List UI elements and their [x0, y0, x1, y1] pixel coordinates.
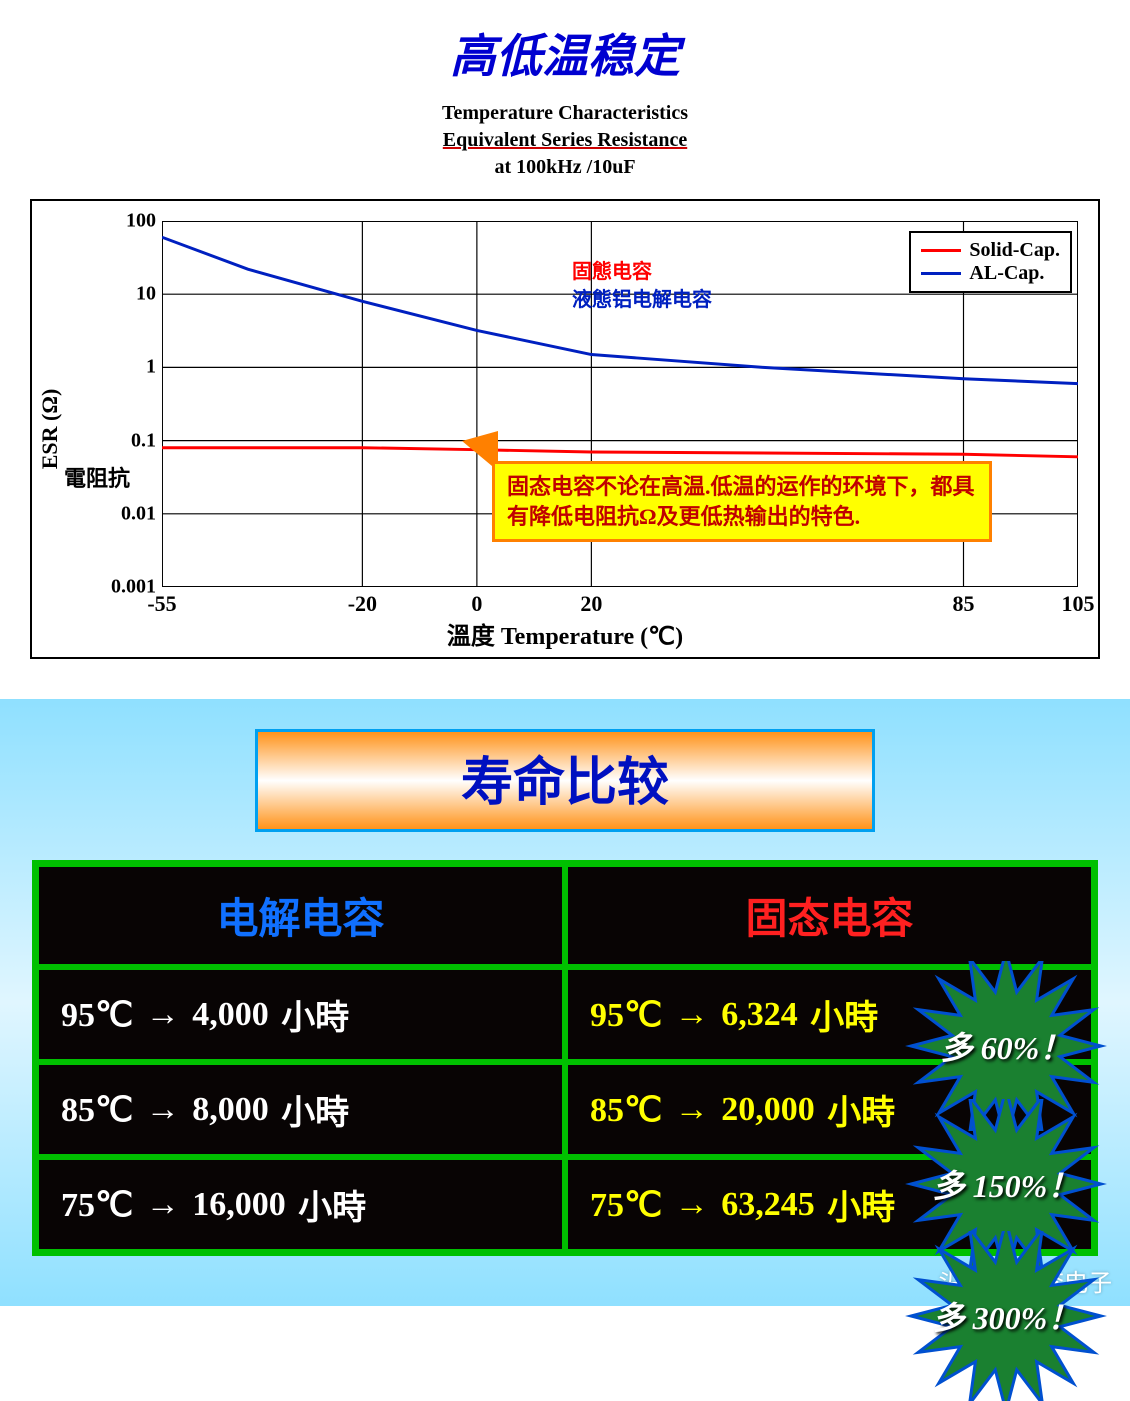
x-tick-label: 0 — [471, 587, 482, 617]
series-label-al: 液態铝电解电容 — [572, 283, 712, 312]
life-comparison-section: 寿命比较 电解电容 固态电容 95℃ → 4,000 小時95℃ → 6,324… — [0, 699, 1130, 1306]
table-row-left: 75℃ → 16,000 小時 — [36, 1157, 565, 1252]
unit: 小時 — [802, 990, 879, 1039]
x-tick-label: -55 — [147, 587, 176, 617]
subtitle-line3: at 100kHz /10uF — [494, 156, 635, 178]
arrow-icon: → — [666, 1186, 717, 1224]
callout-tail — [442, 431, 498, 471]
x-axis-label: 溫度 Temperature (℃) — [447, 616, 683, 651]
y-axis-label: ESR (Ω) — [37, 389, 63, 470]
arrow-icon: → — [137, 996, 188, 1034]
table-head-right: 固态电容 — [565, 864, 1094, 967]
subtitle-line1: Temperature Characteristics — [442, 102, 688, 124]
hours: 6,324 — [721, 996, 798, 1034]
temp: 85℃ — [590, 1090, 662, 1130]
burst-text: 多 150%！ — [933, 1161, 1080, 1207]
arrow-icon: → — [666, 996, 717, 1034]
callout-box: 固态电容不论在高温.低温的运作的环境下，都具有降低电阻抗Ω及更低热输出的特色. — [492, 461, 992, 542]
y-tick-label: 10 — [102, 283, 162, 306]
unit: 小時 — [273, 1085, 350, 1134]
table-row-left: 85℃ → 8,000 小時 — [36, 1062, 565, 1157]
legend-label-solid: Solid-Cap. — [969, 239, 1060, 262]
head-right-text: 固态电容 — [745, 885, 913, 946]
legend-solid: Solid-Cap. — [921, 239, 1060, 262]
legend-al: AL-Cap. — [921, 262, 1060, 285]
y-tick-label: 0.01 — [102, 502, 162, 525]
chart-legend: Solid-Cap. AL-Cap. — [909, 231, 1072, 293]
x-tick-label: -20 — [348, 587, 377, 617]
subtitle-line2: Equivalent Series Resistance — [443, 129, 687, 151]
legend-line-al — [921, 272, 961, 275]
chart-main-title: 高低温稳定 — [30, 20, 1100, 86]
hours: 20,000 — [721, 1091, 815, 1129]
x-tick-label: 20 — [580, 587, 602, 617]
hours: 16,000 — [192, 1186, 286, 1224]
legend-line-solid — [921, 249, 961, 252]
table-head-left: 电解电容 — [36, 864, 565, 967]
arrow-icon: → — [666, 1091, 717, 1129]
x-tick-label: 105 — [1062, 587, 1095, 617]
temp: 95℃ — [590, 995, 662, 1035]
burst-badge: 多 300%！ — [876, 1231, 1130, 1401]
unit: 小時 — [273, 990, 350, 1039]
y-tick-label: 0.1 — [102, 429, 162, 452]
table-title: 寿命比较 — [258, 740, 872, 815]
series-label-solid: 固態电容 — [572, 255, 652, 284]
y-tick-label: 100 — [102, 210, 162, 233]
temperature-chart-section: 高低温稳定 Temperature Characteristics Equiva… — [0, 0, 1130, 699]
hours: 4,000 — [192, 996, 269, 1034]
unit: 小時 — [290, 1180, 367, 1229]
temp: 75℃ — [61, 1185, 133, 1225]
table-title-wrap: 寿命比较 — [255, 729, 875, 832]
chart-subtitle: Temperature Characteristics Equivalent S… — [30, 100, 1100, 181]
arrow-icon: → — [137, 1186, 188, 1224]
x-tick-label: 85 — [953, 587, 975, 617]
arrow-icon: → — [137, 1091, 188, 1129]
legend-label-al: AL-Cap. — [969, 262, 1044, 285]
head-left-text: 电解电容 — [216, 885, 384, 946]
chart-box: ESR (Ω) 電阻抗 溫度 Temperature (℃) Solid-Cap… — [30, 199, 1100, 659]
table-row-left: 95℃ → 4,000 小時 — [36, 967, 565, 1062]
hours: 8,000 — [192, 1091, 269, 1129]
hours: 63,245 — [721, 1186, 815, 1224]
temp: 85℃ — [61, 1090, 133, 1130]
temp: 75℃ — [590, 1185, 662, 1225]
burst-text: 多 60%！ — [941, 1023, 1072, 1069]
temp: 95℃ — [61, 995, 133, 1035]
burst-text: 多 300%！ — [933, 1293, 1080, 1339]
y-tick-label: 1 — [102, 356, 162, 379]
y-axis-label-cn: 電阻抗 — [64, 461, 130, 493]
